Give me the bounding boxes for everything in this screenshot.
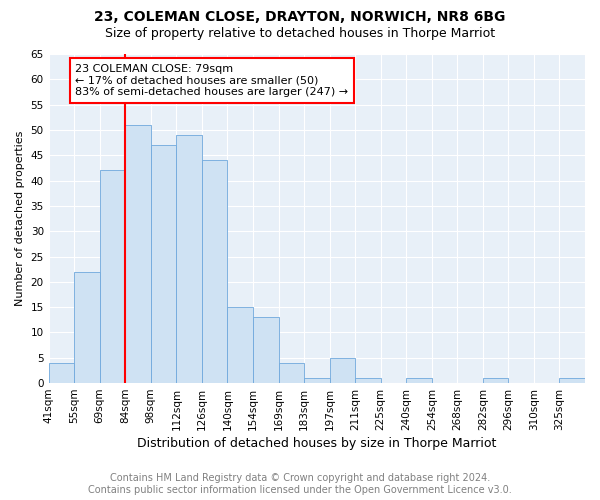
Bar (483, 378, 508, 383)
Text: 23, COLEMAN CLOSE, DRAYTON, NORWICH, NR8 6BG: 23, COLEMAN CLOSE, DRAYTON, NORWICH, NR8… (94, 10, 506, 24)
Bar (329, 358, 355, 383)
Y-axis label: Number of detached properties: Number of detached properties (15, 131, 25, 306)
Bar (227, 307, 253, 383)
Bar (202, 160, 227, 383)
Bar (74, 272, 100, 383)
Bar (253, 318, 278, 383)
Bar (559, 378, 585, 383)
Bar (100, 170, 125, 383)
X-axis label: Distribution of detached houses by size in Thorpe Marriot: Distribution of detached houses by size … (137, 437, 497, 450)
Text: Contains HM Land Registry data © Crown copyright and database right 2024.
Contai: Contains HM Land Registry data © Crown c… (88, 474, 512, 495)
Bar (49, 363, 74, 383)
Bar (355, 378, 380, 383)
Bar (151, 145, 176, 383)
Text: 23 COLEMAN CLOSE: 79sqm
← 17% of detached houses are smaller (50)
83% of semi-de: 23 COLEMAN CLOSE: 79sqm ← 17% of detache… (76, 64, 349, 97)
Bar (176, 135, 202, 383)
Bar (125, 125, 151, 383)
Text: Size of property relative to detached houses in Thorpe Marriot: Size of property relative to detached ho… (105, 28, 495, 40)
Bar (406, 378, 432, 383)
Bar (278, 363, 304, 383)
Bar (304, 378, 329, 383)
